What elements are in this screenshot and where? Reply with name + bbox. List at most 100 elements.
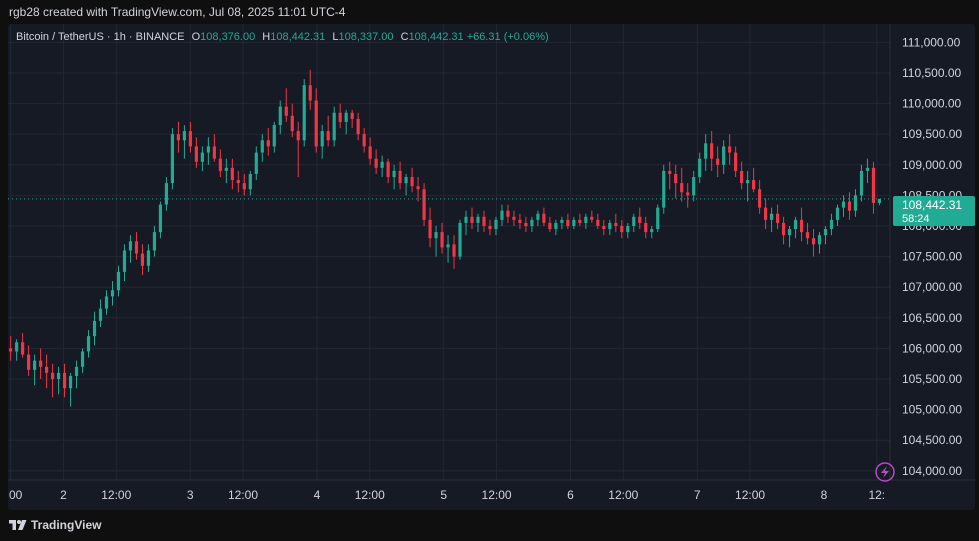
candle: [524, 216, 528, 233]
candle-body: [284, 106, 288, 116]
candlestick-chart[interactable]: 111,000.00 110,500.00 110,000.00 109,500.00…: [8, 24, 975, 510]
close-value: 108,442.31: [408, 31, 464, 43]
candle-body: [524, 222, 528, 226]
candle-body: [290, 115, 294, 132]
candle-body: [859, 170, 864, 196]
candle-body: [590, 216, 594, 220]
candle-body: [146, 250, 151, 266]
tradingview-logo-icon: [9, 520, 27, 530]
candle-body: [494, 219, 498, 230]
candle-body: [805, 232, 810, 239]
candle: [146, 244, 151, 272]
candle: [164, 177, 169, 211]
candle: [116, 265, 121, 297]
candle: [770, 207, 774, 233]
candle-body: [122, 250, 127, 272]
candle: [542, 207, 546, 226]
symbol-legend: Bitcoin / TetherUS · 1h · BINANCE O108,3…: [16, 31, 549, 43]
price-axis[interactable]: 111,000.00 110,500.00 110,000.00 109,500.00…: [902, 35, 962, 477]
lightning-icon[interactable]: [875, 462, 895, 482]
candle: [811, 229, 816, 257]
candle: [248, 170, 252, 196]
candle: [33, 354, 37, 386]
candle: [626, 222, 630, 239]
candle-body: [296, 131, 300, 141]
candle-body: [608, 222, 612, 230]
candle-body: [542, 213, 546, 223]
candle-body: [374, 158, 378, 168]
price-tag: 108,442.31 58:24: [893, 196, 975, 226]
candle-body: [218, 158, 222, 171]
candle-body: [668, 170, 672, 174]
candle: [476, 213, 480, 233]
x-tick-label: 12:00: [101, 488, 131, 502]
candle-body: [650, 229, 654, 233]
candle-body: [740, 170, 744, 184]
candle: [835, 204, 840, 226]
candle: [500, 204, 504, 226]
candle-body: [512, 216, 516, 220]
candle: [853, 189, 858, 217]
brand-name: TradingView: [31, 518, 102, 532]
candle-body: [877, 198, 882, 203]
candle-body: [596, 219, 600, 226]
candle-body: [362, 134, 366, 147]
candle-body: [200, 152, 204, 162]
candle: [458, 219, 462, 260]
candle-body: [158, 204, 163, 233]
x-tick-label: 12:00: [608, 488, 638, 502]
candle: [428, 207, 432, 248]
candle: [176, 121, 180, 153]
candle: [668, 161, 672, 190]
candle-body: [278, 106, 282, 125]
candle: [578, 213, 582, 226]
candle-body: [50, 372, 55, 380]
candle: [242, 173, 246, 196]
symbol-name[interactable]: Bitcoin / TetherUS · 1h · BINANCE: [16, 31, 185, 43]
candle-body: [835, 207, 840, 220]
candle-body: [416, 186, 420, 190]
y-tick-label: 109,500.00: [902, 127, 962, 141]
candle: [188, 121, 192, 153]
candle-body: [386, 161, 390, 178]
candle: [302, 79, 306, 147]
candle: [320, 124, 324, 159]
candle: [158, 201, 163, 239]
candle: [698, 152, 702, 184]
candle-body: [871, 167, 876, 203]
candle-body: [332, 112, 336, 141]
candle: [680, 167, 684, 202]
candle-body: [194, 146, 198, 162]
candle: [290, 103, 294, 138]
candle-body: [56, 372, 61, 380]
candle: [86, 330, 91, 358]
candle: [332, 106, 336, 147]
candle-body: [775, 213, 780, 223]
candle-body: [710, 143, 714, 159]
candle: [548, 216, 552, 233]
y-tick-label: 105,000.00: [902, 403, 962, 417]
candle: [386, 158, 390, 184]
candle: [15, 339, 19, 361]
candle: [392, 164, 396, 190]
candle-body: [626, 225, 630, 233]
candle-body: [9, 348, 13, 352]
tradingview-logo[interactable]: TradingView: [9, 515, 101, 535]
candle: [98, 299, 103, 327]
candle: [518, 213, 522, 230]
candle-body: [104, 296, 109, 309]
candle: [536, 210, 540, 226]
candle-body: [140, 253, 145, 266]
candle: [710, 131, 714, 171]
x-tick-label: 12:00: [482, 488, 512, 502]
chart-frame[interactable]: 111,000.00 110,500.00 110,000.00 109,500.00…: [8, 24, 975, 510]
x-tick-label: 2: [60, 488, 67, 502]
candle-body: [302, 85, 306, 141]
grid: [8, 24, 890, 480]
candle: [764, 198, 768, 230]
candle: [356, 112, 360, 141]
candle: [110, 281, 115, 306]
candle: [871, 161, 876, 214]
time-axis[interactable]: 2:00 2 12:00 3 12:00 4 12:00 5 12:00 6 12:00 7 12:00…: [8, 488, 885, 502]
candle-body: [518, 219, 522, 223]
